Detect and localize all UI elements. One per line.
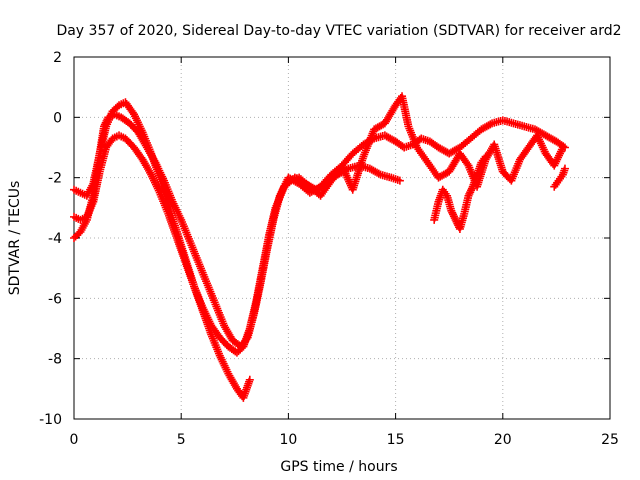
data-point xyxy=(467,184,476,193)
chart-title: Day 357 of 2020, Sidereal Day-to-day VTE… xyxy=(56,23,621,39)
data-point xyxy=(245,375,254,384)
data-point xyxy=(450,214,459,223)
y-tick-label--6: -6 xyxy=(48,291,62,307)
data-point xyxy=(465,189,474,198)
data-point xyxy=(560,164,569,173)
data-point xyxy=(448,208,457,217)
y-tick-label--8: -8 xyxy=(48,352,62,368)
data-point xyxy=(486,120,495,129)
data-point xyxy=(449,210,458,219)
data-point xyxy=(451,215,460,224)
data-point xyxy=(395,176,404,185)
series-track-c xyxy=(70,98,254,402)
data-point xyxy=(481,152,490,161)
data-point xyxy=(464,191,473,200)
x-axis-label: GPS time / hours xyxy=(280,459,397,475)
data-point xyxy=(374,169,383,178)
data-point xyxy=(558,143,567,152)
y-tick-label--2: -2 xyxy=(48,171,62,187)
y-tick-label-2: 2 xyxy=(53,50,62,66)
y-tick-label-0: 0 xyxy=(53,110,62,126)
x-tick-label-25: 25 xyxy=(601,432,619,448)
y-axis-label: SDTVAR / TECUs xyxy=(7,181,23,296)
x-tick-label-0: 0 xyxy=(70,432,79,448)
y-tick-label--10: -10 xyxy=(39,412,62,428)
series-track-f xyxy=(550,164,569,191)
data-point xyxy=(447,206,456,215)
data-point xyxy=(466,188,475,197)
y-tick-label--4: -4 xyxy=(48,231,62,247)
x-tick-label-10: 10 xyxy=(279,432,297,448)
x-tick-label-20: 20 xyxy=(494,432,512,448)
data-point xyxy=(449,212,458,221)
x-tick-label-5: 5 xyxy=(177,432,186,448)
data-points xyxy=(70,92,569,402)
data-point xyxy=(467,186,476,195)
axis-ticks: 0 5 10 15 20 25 -10 -8 -6 -4 -2 0 2 xyxy=(39,50,619,448)
series-track-e xyxy=(430,152,490,233)
x-tick-label-15: 15 xyxy=(387,432,405,448)
